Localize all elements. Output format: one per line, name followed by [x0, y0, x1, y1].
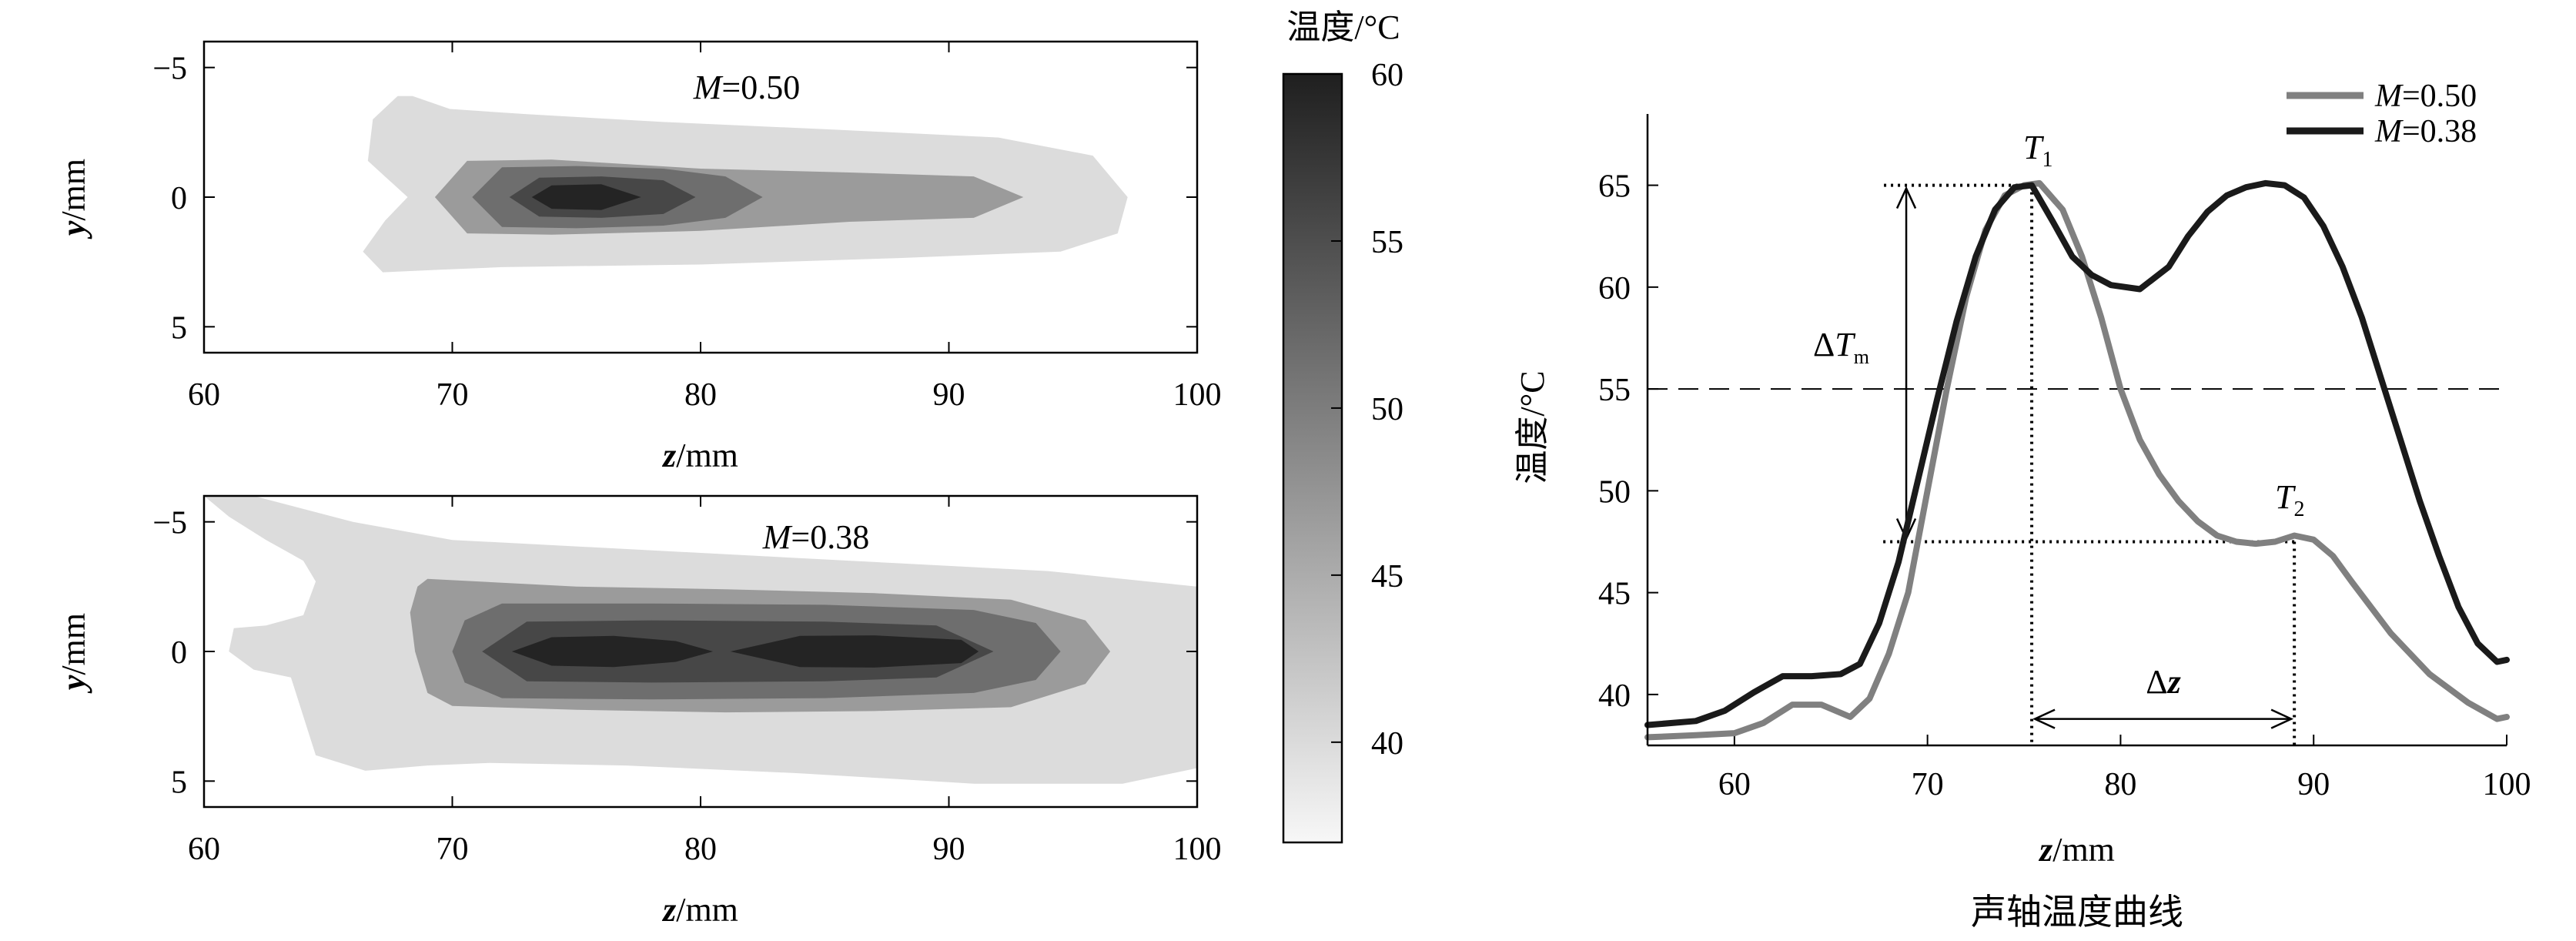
colorbar-ticks: 40 45 50 55 60 [1331, 58, 1403, 762]
series-line-m050 [1644, 179, 2510, 741]
axis-ticks: 60 70 80 90 100 −5 0 5 [152, 42, 1222, 413]
axis-ticks: 60 70 80 90 100 40 45 50 55 60 65 [1598, 169, 2531, 802]
y-tick-label: 65 [1598, 169, 1631, 205]
annotation-guides [1883, 183, 2297, 745]
y-tick-label: 0 [171, 635, 187, 671]
contour-level-58 [511, 635, 714, 668]
colorbar: 40 45 50 55 60 温度/°C [1282, 8, 1403, 844]
delta-z-arrowhead-left [2032, 708, 2056, 729]
annotation-delta-z: Δz [2146, 663, 2180, 701]
y-axis-label: y/mm [55, 613, 92, 694]
contour-panel-top: 60 70 80 90 100 −5 0 5 M=0.50 y/mm z/mm [55, 40, 1222, 474]
colorbar-tick-label: 60 [1371, 58, 1403, 93]
panel-annotation: M=0.38 [762, 518, 869, 556]
chart-title: 声轴温度曲线 [1971, 892, 2183, 932]
y-tick-label: 45 [1598, 577, 1631, 612]
y-tick-label: 0 [171, 181, 187, 216]
colorbar-tick-label: 40 [1371, 726, 1403, 762]
x-tick-label: 100 [1173, 832, 1222, 867]
contour-level-58 [531, 184, 641, 210]
x-axis-label: z/mm [661, 437, 738, 474]
annotation-t2: T2 [2275, 478, 2304, 521]
colorbar-tick-label: 50 [1371, 392, 1403, 427]
x-tick-label: 60 [188, 832, 220, 867]
y-tick-label: 55 [1598, 373, 1631, 408]
x-tick-label: 70 [1912, 767, 1944, 802]
y-axis-label: 温度/°C [1514, 370, 1551, 484]
y-tick-label: 40 [1598, 678, 1631, 714]
legend-label-m038: M=0.38 [2374, 114, 2477, 149]
line-chart: 60 70 80 90 100 40 45 50 55 60 65 温度/°C z/mm 声轴温度曲… [1514, 79, 2531, 932]
colorbar-tick-label: 55 [1371, 225, 1403, 260]
annotation-delta-t: ΔTm [1813, 326, 1869, 368]
x-tick-label: 80 [2104, 767, 2136, 802]
series-line-m038 [1644, 179, 2510, 728]
x-axis-label: z/mm [661, 891, 738, 929]
delta-z-arrowhead-right [2270, 708, 2294, 729]
y-tick-label: 5 [171, 765, 187, 800]
panel-annotation: M=0.50 [693, 69, 800, 106]
y-axis-label: y/mm [55, 159, 92, 239]
x-tick-label: 60 [1718, 767, 1751, 802]
y-tick-label: 50 [1598, 474, 1631, 510]
contour-fills [363, 95, 1128, 273]
x-tick-label: 100 [1173, 377, 1222, 413]
legend-label-m050: M=0.50 [2374, 79, 2477, 114]
x-tick-label: 90 [933, 377, 965, 413]
delta-t-arrowhead-top [1895, 186, 1917, 209]
x-tick-label: 60 [188, 377, 220, 413]
y-tick-label: 5 [171, 310, 187, 346]
x-tick-label: 70 [437, 832, 469, 867]
colorbar-tick-label: 45 [1371, 559, 1403, 594]
series-lines [1644, 179, 2510, 741]
contour-level-58 [730, 635, 979, 668]
y-tick-label: 60 [1598, 271, 1631, 306]
x-tick-label: 90 [2297, 767, 2330, 802]
contour-fills [204, 496, 1197, 784]
x-tick-label: 80 [684, 377, 717, 413]
x-tick-label: 100 [2483, 767, 2531, 802]
x-tick-label: 70 [437, 377, 469, 413]
legend: M=0.50 M=0.38 [2287, 79, 2477, 149]
colorbar-title: 温度/°C [1286, 8, 1400, 46]
colorbar-gradient [1282, 72, 1343, 844]
x-tick-label: 80 [684, 832, 717, 867]
axis-ticks: 60 70 80 90 100 −5 0 5 [152, 496, 1222, 867]
annotation-t1: T1 [2023, 129, 2052, 172]
x-axis-label: z/mm [2038, 831, 2115, 869]
x-tick-label: 90 [933, 832, 965, 867]
y-tick-label: −5 [152, 506, 187, 541]
contour-panel-bottom: 60 70 80 90 100 −5 0 5 M=0.38 y/mm z/mm [55, 494, 1222, 929]
y-tick-label: −5 [152, 52, 187, 87]
